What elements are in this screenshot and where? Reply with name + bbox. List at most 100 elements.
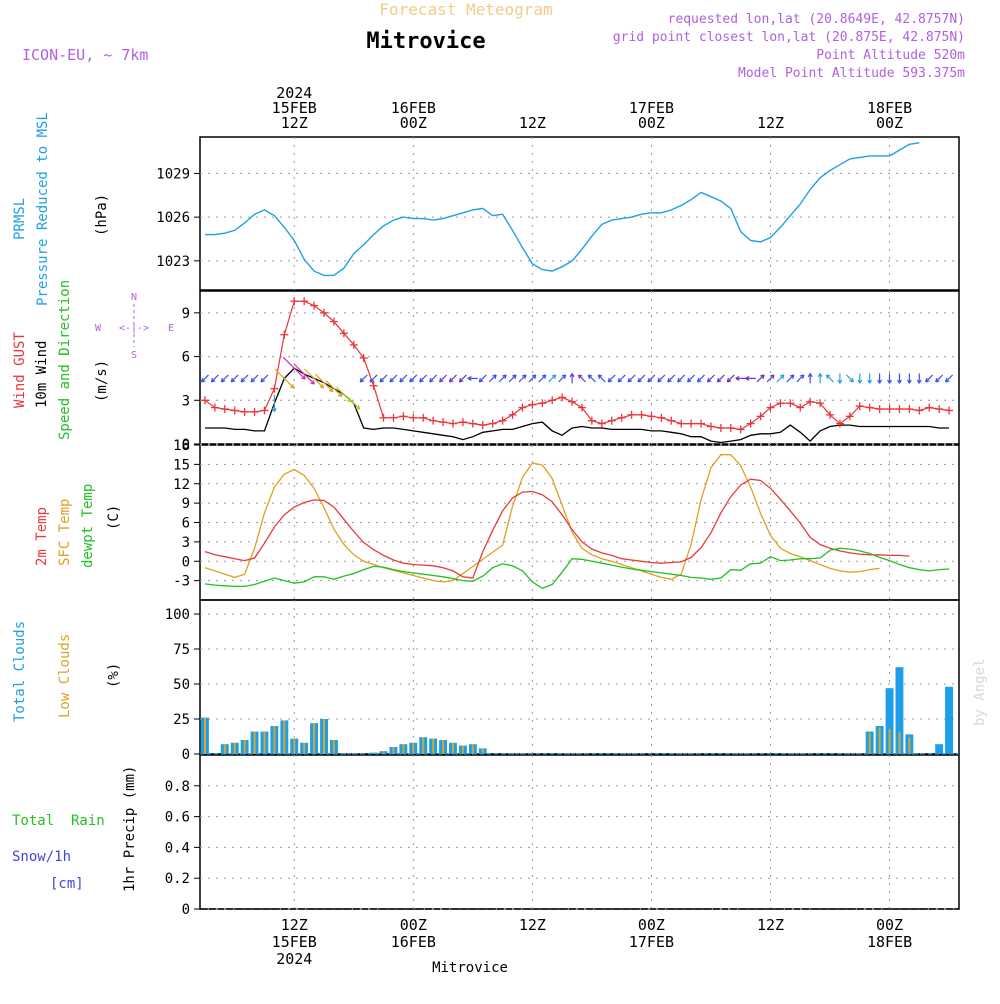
wind-arrow — [369, 374, 378, 383]
low-cloud-bar — [303, 742, 306, 754]
cm-label: [cm] — [50, 876, 84, 892]
y-tick-label: 1023 — [156, 254, 190, 270]
low-clouds-label: Low Clouds — [57, 634, 73, 718]
wind-arrow-head — [524, 374, 527, 379]
wind-arrow-head — [716, 377, 720, 383]
wind-arrow-head — [935, 377, 938, 383]
wind-arrow-head — [849, 380, 854, 383]
wind-arrow-head — [696, 377, 700, 383]
wind-arrow — [458, 374, 467, 383]
pressure-reduced-label: Pressure Reduced to MSL — [35, 112, 51, 306]
low-cloud-bar — [372, 752, 375, 754]
wind-arrow-head — [745, 375, 750, 379]
wind-arrow-head — [467, 375, 472, 379]
low-cloud-bar — [263, 731, 266, 754]
wind-arrow — [766, 374, 775, 383]
wind-arrow — [409, 374, 418, 383]
snow-label: Snow/1h — [12, 849, 71, 865]
wind-arrow — [558, 374, 567, 383]
wind-arrow — [786, 374, 795, 383]
pct-label: (%) — [106, 663, 122, 688]
time-label-bottom: 12Z — [281, 916, 308, 934]
wind-arrow — [637, 374, 646, 383]
wind-arrow-head — [897, 379, 901, 384]
wind-arrow-head — [544, 374, 547, 379]
low-cloud-bar — [422, 737, 425, 754]
y-tick-label: 1029 — [156, 166, 190, 182]
low-cloud-bar — [471, 744, 474, 754]
y-tick-label: 9 — [182, 496, 190, 512]
wind-arrow-head — [782, 374, 785, 379]
total-cloud-bar — [885, 688, 894, 754]
wind-arrow — [498, 374, 507, 383]
low-cloud-bar — [432, 738, 435, 754]
wind-arrow-head — [478, 377, 481, 383]
time-label-top: 12Z — [519, 114, 546, 132]
wind-arrow-head — [250, 377, 253, 383]
wind-arrow — [488, 374, 497, 383]
wind-arrow-head — [772, 374, 775, 379]
y-tick-label: 0.6 — [165, 810, 190, 826]
y-tick-label: 0.2 — [165, 871, 190, 887]
celsius-label: (C) — [106, 505, 122, 530]
wind-arrow-head — [409, 377, 412, 383]
wind-arrow — [336, 386, 352, 403]
total-cloud-bar — [945, 686, 953, 754]
wind-arrow-head — [448, 377, 452, 383]
wind-arrow — [677, 374, 686, 383]
time-label-top: 16FEB — [391, 99, 436, 117]
y-tick-label: 0 — [182, 902, 190, 918]
wind-arrow — [935, 374, 944, 383]
time-label-bottom: 12Z — [757, 916, 784, 934]
time-label-top: 00Z — [876, 114, 903, 132]
time-label-bottom: 00Z — [876, 916, 903, 934]
wind-arrow — [518, 374, 527, 383]
wind-arrow — [925, 374, 934, 383]
time-label-bottom: 00Z — [638, 916, 665, 934]
low-cloud-bar — [293, 738, 296, 754]
wind-arrow-head — [607, 377, 610, 383]
wind-arrow-head — [578, 374, 583, 377]
wind-gust-line — [204, 300, 950, 431]
wind-arrow-head — [667, 377, 670, 383]
wind-10m-label: 10m Wind — [34, 341, 50, 408]
data-marks — [200, 142, 959, 910]
wind-arrow — [439, 374, 448, 383]
time-label-top: 12Z — [757, 114, 784, 132]
point-altitude: Point Altitude 520m — [816, 48, 965, 63]
wind-arrow-head — [271, 407, 275, 412]
wind-arrow — [347, 396, 361, 410]
wind-arrow-head — [389, 377, 392, 383]
low-cloud-bar — [908, 737, 911, 754]
wind-arrow — [240, 374, 249, 383]
precip-label: 1hr Precip (mm) — [122, 766, 138, 892]
low-cloud-bar — [223, 744, 226, 754]
wind-arrow — [419, 374, 428, 383]
requested-coords: requested lon,lat (20.8649E, 42.8757N) — [668, 12, 965, 27]
credit-watermark: by Angel — [972, 659, 988, 726]
location-title: Mitrovice — [366, 29, 485, 54]
wind-arrow-head — [554, 374, 557, 379]
t2m-line — [204, 478, 910, 579]
wind-arrow-head — [379, 377, 382, 383]
sfc-temp-line — [204, 454, 880, 583]
low-cloud-bar — [204, 717, 206, 754]
wind-arrow — [250, 374, 259, 383]
wind-arrow — [945, 374, 954, 383]
time-label-top: 15FEB — [272, 99, 317, 117]
compass-w: W — [95, 323, 102, 334]
compass-n: N — [131, 292, 137, 303]
wind-arrow-head — [301, 377, 306, 380]
wind-arrow — [587, 374, 596, 383]
y-tick-label: 12 — [173, 477, 190, 493]
t2m-label: 2m Temp — [34, 507, 50, 566]
dewpoint-line — [204, 547, 950, 590]
wind-arrow-head — [319, 386, 324, 389]
wind-arrow-head — [837, 379, 841, 384]
grid-point-coords: grid point closest lon,lat (20.875E, 42.… — [613, 30, 965, 45]
wind-arrow-head — [210, 377, 214, 383]
wind-arrow-head — [726, 377, 729, 383]
wind-arrow-head — [399, 377, 402, 383]
wind-arrow — [597, 374, 606, 383]
